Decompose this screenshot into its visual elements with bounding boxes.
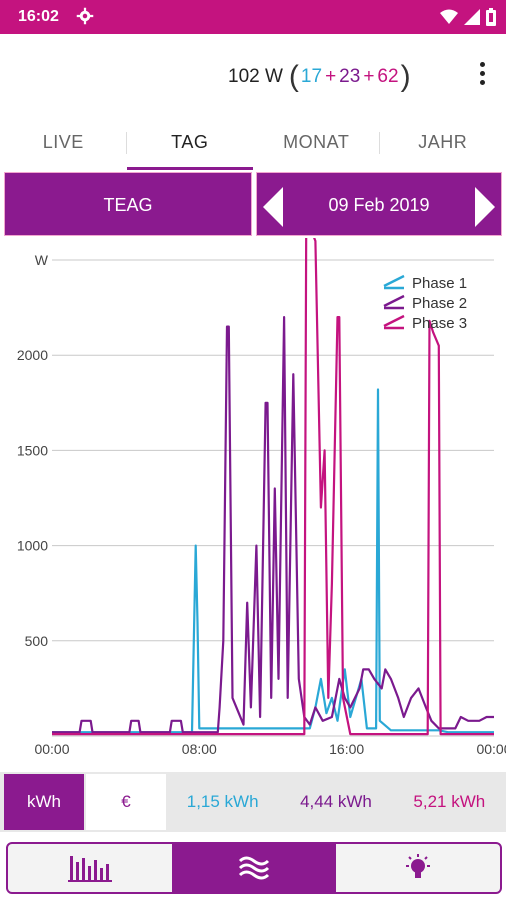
x-tick-label: 16:00: [329, 741, 364, 757]
energy-summary: kWh € 1,15 kWh 4,44 kWh 5,21 kWh: [0, 772, 506, 832]
period-tabs: LIVE TAG MONAT JAHR: [0, 120, 506, 170]
legend-swatch: [383, 274, 405, 290]
app-header: 102 W ( 17 + 23 + 62 ): [0, 34, 506, 120]
previous-day-arrow-icon[interactable]: [263, 187, 283, 227]
legend-label: Phase 3: [412, 315, 467, 332]
unit-euro-button[interactable]: €: [86, 774, 166, 830]
x-tick-label: 00:00: [34, 741, 69, 757]
bar-chart-icon: [68, 856, 112, 882]
series-line-phase-3: [52, 238, 494, 736]
nav-line-chart[interactable]: [172, 844, 336, 892]
lightbulb-icon: [406, 854, 430, 878]
legend-label: Phase 2: [412, 295, 467, 312]
tab-live[interactable]: LIVE: [0, 120, 127, 170]
phase3-energy: 5,21 kWh: [413, 792, 486, 811]
power-readout: 102 W ( 17 + 23 + 62 ): [228, 60, 411, 93]
signal-icon: [464, 9, 480, 25]
phase1-power: 17: [300, 66, 323, 87]
series-line-phase-1: [52, 388, 494, 734]
x-tick-label: 08:00: [182, 741, 217, 757]
y-tick-label: 500: [25, 633, 49, 649]
bottom-navigation: [6, 842, 502, 894]
y-tick-label: 2000: [17, 347, 48, 363]
overflow-menu-icon[interactable]: [478, 62, 486, 88]
y-tick-label: 1500: [17, 442, 48, 458]
unit-kwh-button[interactable]: kWh: [4, 774, 84, 830]
legend-swatch: [383, 294, 405, 310]
waves-icon: [238, 856, 270, 880]
series-line-phase-2: [52, 316, 494, 734]
tab-tag[interactable]: TAG: [126, 120, 254, 170]
phase3-power: 62: [377, 66, 399, 87]
provider-button[interactable]: TEAG: [4, 172, 252, 236]
x-tick-label: 00:00: [476, 741, 506, 757]
phase2-power: 23: [339, 66, 361, 87]
selected-date: 09 Feb 2019: [328, 195, 430, 215]
nav-bar-chart[interactable]: [8, 844, 172, 892]
legend-label: Phase 1: [412, 275, 467, 292]
legend-swatch: [383, 314, 405, 330]
tab-monat[interactable]: MONAT: [253, 120, 380, 170]
phase2-energy: 4,44 kWh: [300, 792, 372, 811]
power-chart: 500 1000 1500 2000 W 00:00 08:00 16:00 00:00 Pha…: [17, 238, 506, 757]
wifi-icon: [440, 9, 458, 24]
y-tick-label: 1000: [17, 538, 48, 554]
status-time: 16:02: [18, 8, 59, 25]
next-day-arrow-icon[interactable]: [475, 187, 495, 227]
settings-gear-icon: [76, 7, 94, 25]
battery-icon: [486, 8, 496, 26]
nav-tips[interactable]: [336, 844, 500, 892]
tab-jahr[interactable]: JAHR: [418, 132, 468, 152]
phase1-energy: 1,15 kWh: [186, 792, 259, 811]
y-tick-label: W: [35, 252, 49, 268]
date-selector: 09 Feb 2019: [256, 172, 502, 236]
selector-bar: TEAG 09 Feb 2019: [4, 172, 502, 236]
total-power: 102 W: [228, 66, 283, 87]
status-bar: 16:02: [0, 0, 506, 34]
